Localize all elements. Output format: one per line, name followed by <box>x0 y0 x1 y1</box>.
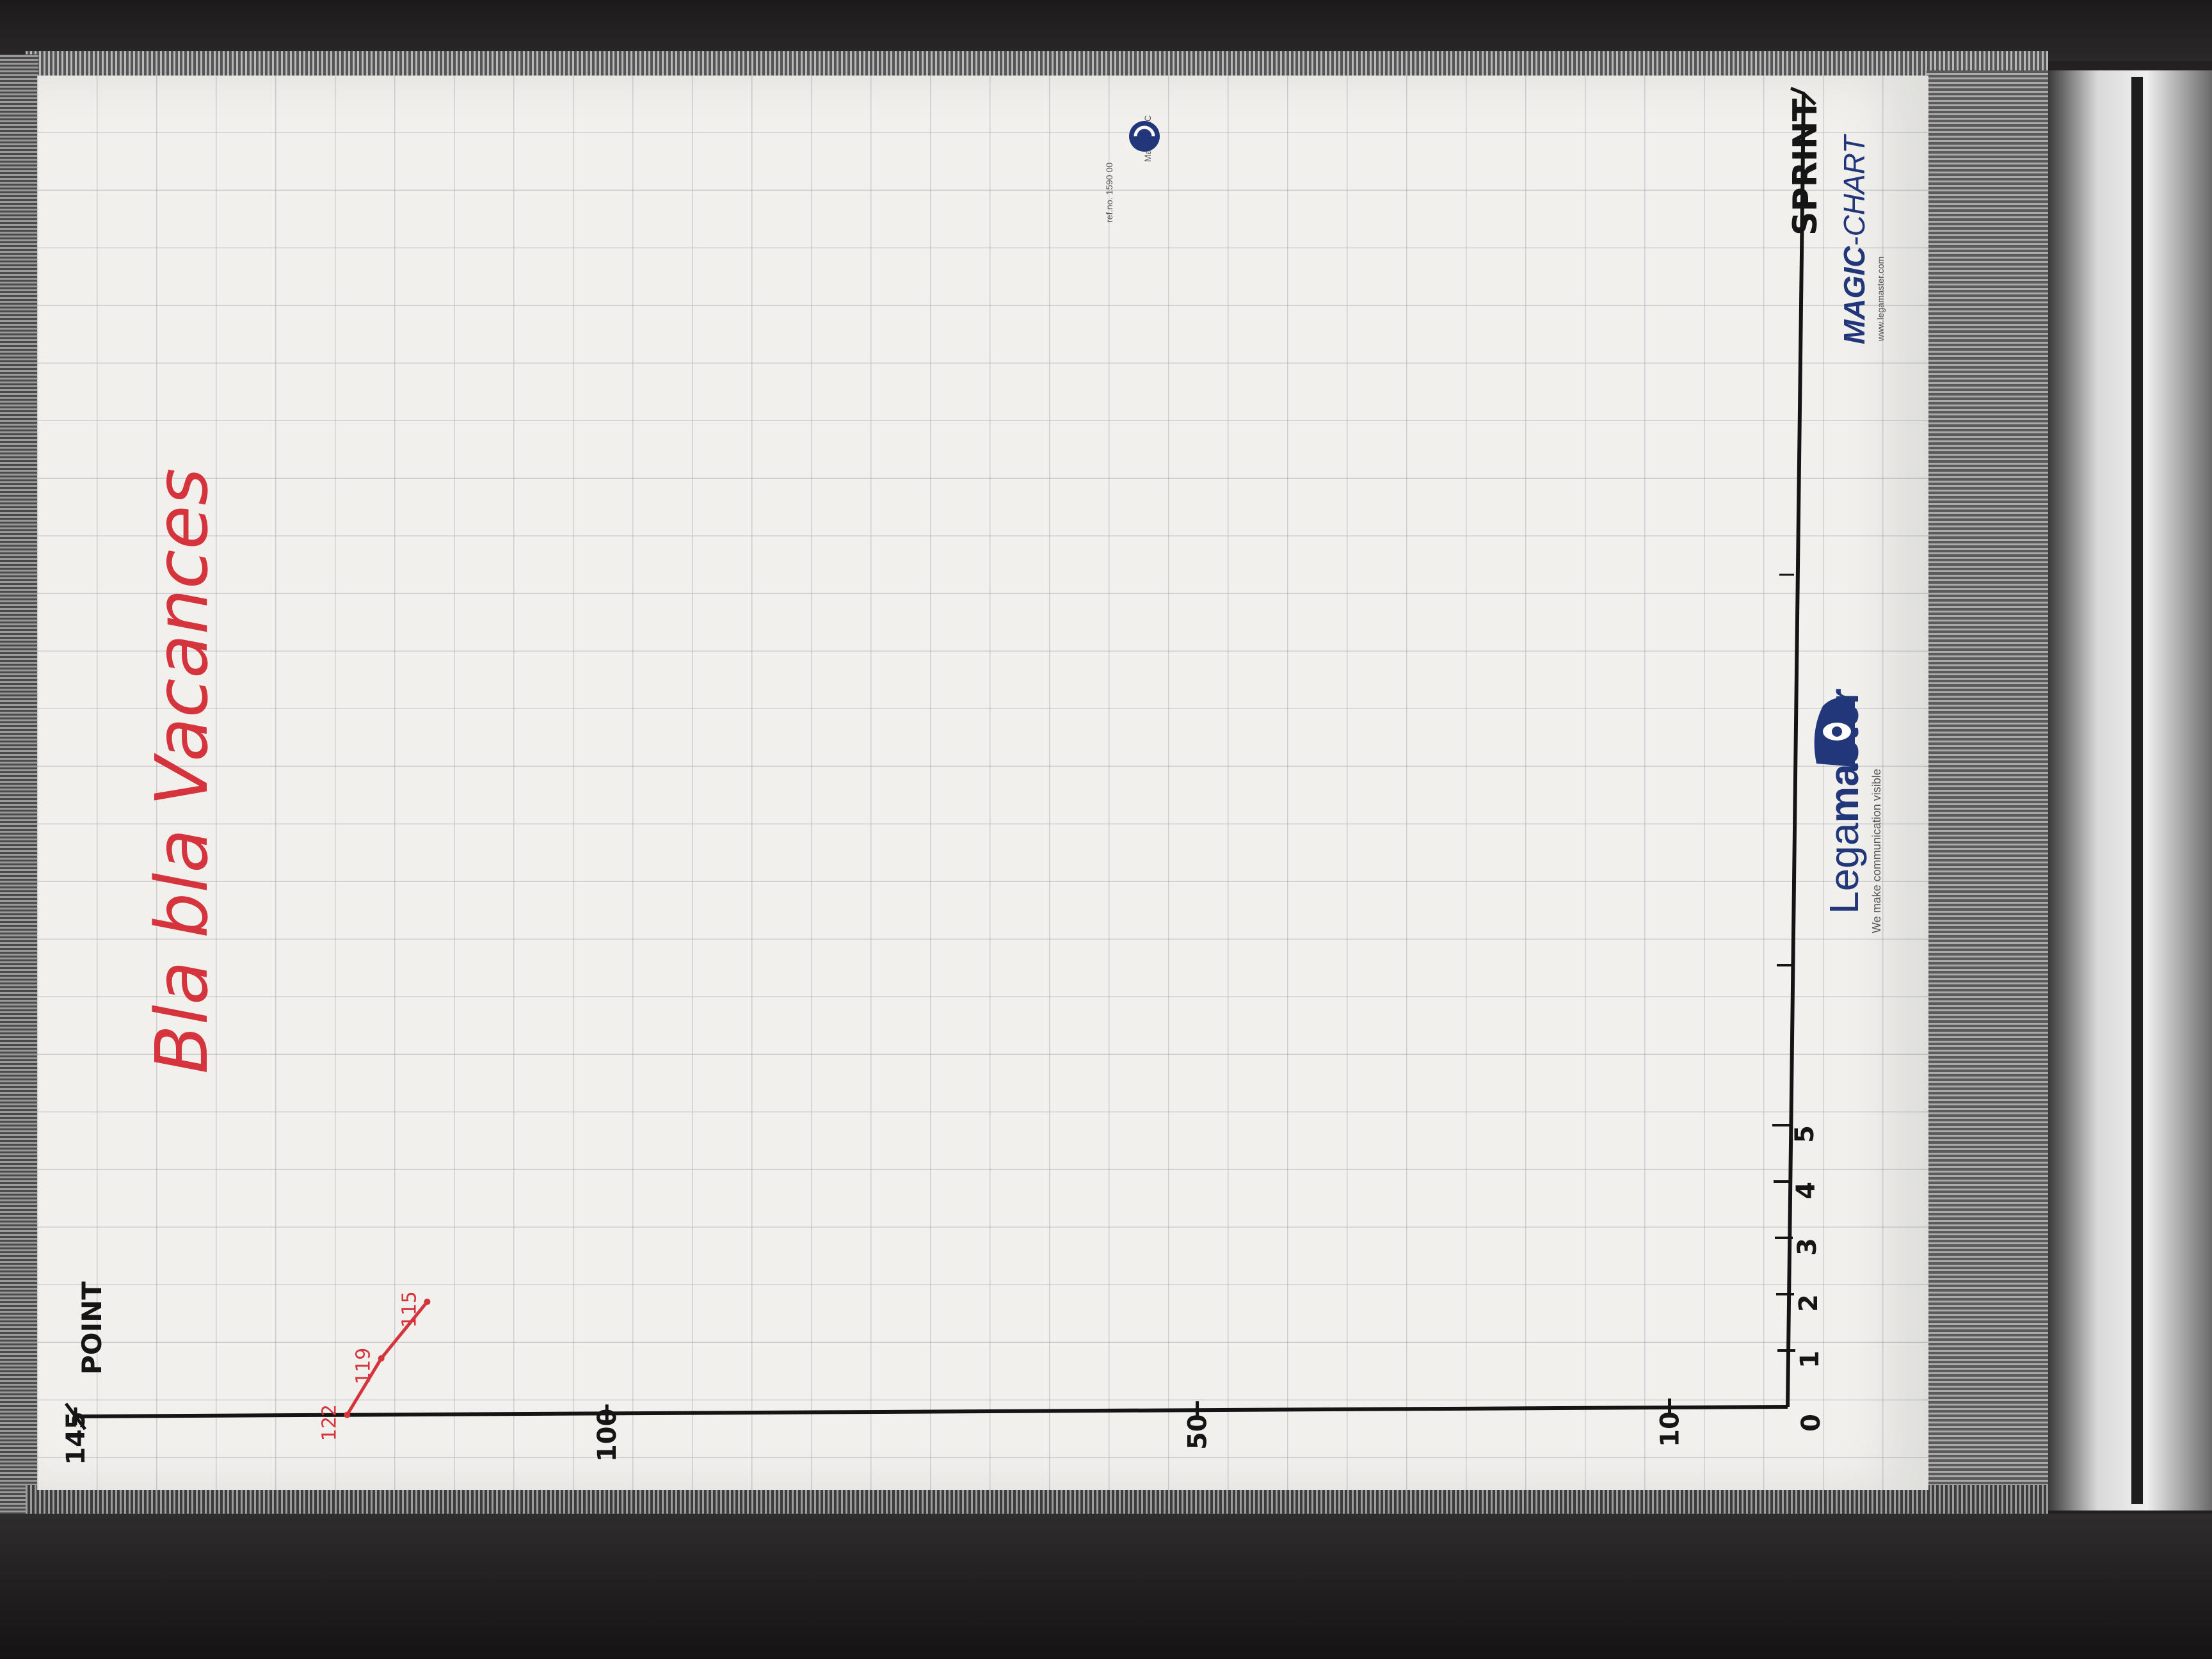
brand-name-light: Lega <box>1821 822 1867 914</box>
fly-screen-bottom <box>26 1485 2048 1517</box>
chart-title: Bla bla Vacances <box>141 468 224 1074</box>
y-tick-label: 145 <box>61 1411 91 1465</box>
data-label: 115 <box>398 1291 421 1327</box>
y-ticks: 10 50 100 145 <box>61 1399 1685 1465</box>
window-bar <box>2131 77 2143 1504</box>
data-point <box>344 1411 351 1418</box>
ref-number: ref.no. 1590 00 <box>1104 163 1114 223</box>
brand-tagline: We make communication visible <box>1870 769 1883 933</box>
y-axis-label: POINT <box>76 1281 108 1375</box>
x-tick-label: 3 <box>1793 1238 1822 1256</box>
x-tick-label: 0 <box>1797 1414 1826 1432</box>
x-axis <box>1786 94 1806 1407</box>
x-axis-arrow <box>1790 86 1816 106</box>
data-point <box>424 1298 431 1305</box>
series-group: 122 119 115 <box>318 1291 431 1441</box>
x-axis-label: SPRINT <box>1786 99 1825 236</box>
fly-screen-right <box>1927 70 2055 1504</box>
data-point <box>378 1355 385 1362</box>
x-tick-label: 2 <box>1794 1294 1823 1312</box>
product-name-light: -CHART <box>1838 134 1871 246</box>
fly-screen-left <box>0 54 38 1520</box>
y-tick-label: 10 <box>1656 1411 1685 1447</box>
data-label: 119 <box>353 1348 375 1384</box>
magic-chart-logo: MAGIC-CHART www.legamaster.com <box>1838 134 1886 344</box>
window-frame-top <box>0 0 2212 61</box>
legamaster-logo: Legamaster We make communication visible <box>1814 689 1883 933</box>
x-tick-label: 1 <box>1795 1350 1825 1368</box>
y-axis <box>75 1405 1788 1418</box>
y-tick-label: 50 <box>1183 1414 1213 1450</box>
window-glass <box>2048 70 2212 1511</box>
flip-chart-sheet: Bla bla Vacances POINT SPRINT 0 1 2 3 4 5 10 5… <box>37 76 1928 1490</box>
x-ticks: 0 1 2 3 4 5 <box>1772 1124 1826 1432</box>
x-tick-label: 5 <box>1790 1125 1820 1143</box>
data-label: 122 <box>318 1404 341 1441</box>
burndown-chart: Bla bla Vacances POINT SPRINT 0 1 2 3 4 5 10 5… <box>61 86 1886 1465</box>
product-name-bold: MAGIC <box>1838 246 1871 344</box>
x-tick-label: 4 <box>1791 1182 1821 1199</box>
hand-eye-icon <box>1814 697 1855 767</box>
product-url: www.legamaster.com <box>1875 257 1886 342</box>
recycle-icon <box>1129 121 1160 152</box>
product-name: MAGIC-CHART <box>1838 134 1871 344</box>
y-tick-label: 100 <box>593 1409 622 1463</box>
window-frame-bottom <box>0 1514 2212 1659</box>
